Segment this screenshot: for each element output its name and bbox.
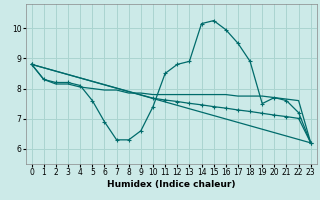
X-axis label: Humidex (Indice chaleur): Humidex (Indice chaleur) (107, 180, 236, 189)
